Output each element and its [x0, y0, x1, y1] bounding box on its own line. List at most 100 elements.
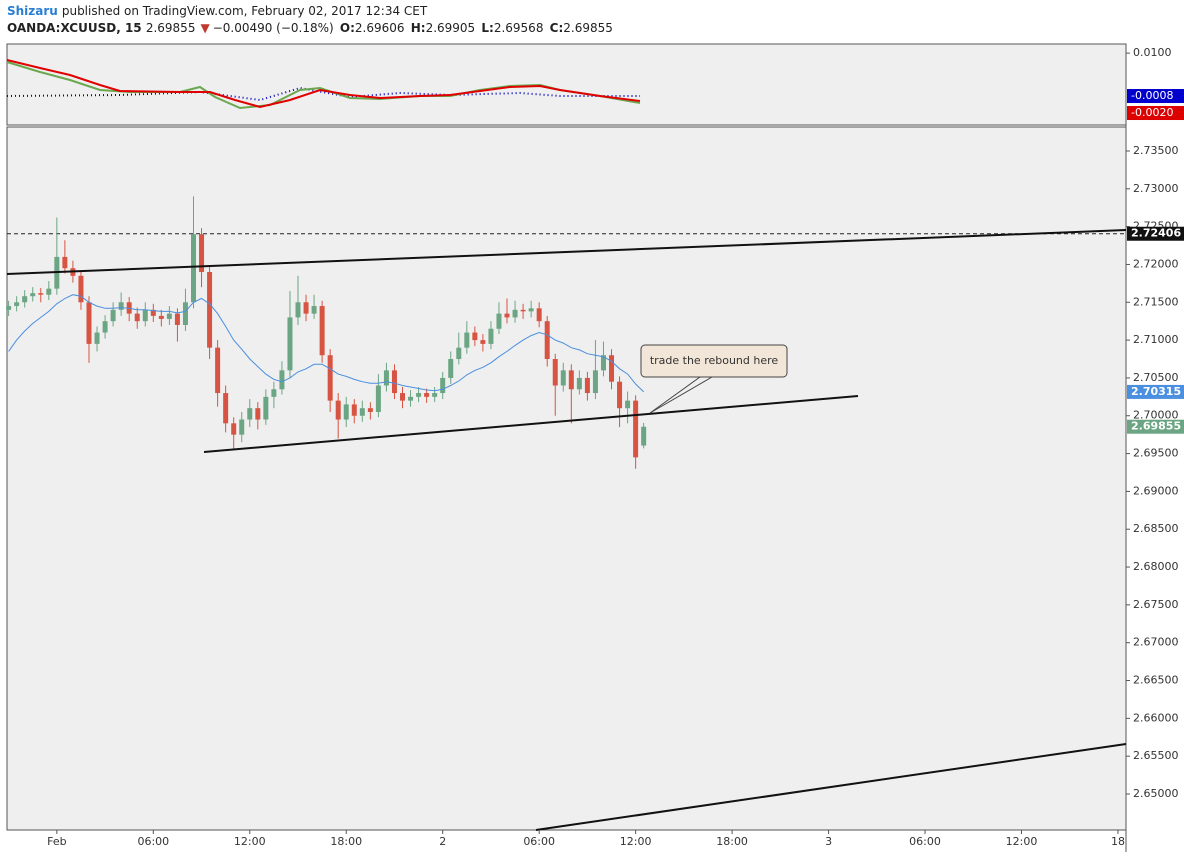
down-arrow: ▼ — [200, 21, 210, 35]
candle-body — [625, 400, 631, 409]
candle-body — [383, 370, 389, 386]
candle-body — [62, 256, 68, 269]
candle-body — [158, 315, 164, 319]
candle-body — [174, 313, 180, 325]
candle-body — [400, 393, 406, 401]
candle-body — [30, 293, 36, 297]
x-tick-label: 06:00 — [523, 835, 555, 848]
candle-body — [150, 309, 156, 316]
candle-body — [367, 408, 373, 412]
candle-body — [6, 306, 12, 310]
candle-body — [118, 302, 124, 310]
indicator-pane — [6, 43, 1127, 126]
close-value-box — [1127, 419, 1184, 434]
symbol: OANDA:XCUUSD, 15 — [7, 21, 142, 35]
moving-average — [8, 294, 645, 393]
candle-body — [512, 309, 518, 318]
y-tick-label: 2.65500 — [1133, 749, 1179, 762]
candle-body — [271, 389, 277, 397]
candle-body — [552, 359, 558, 386]
candle-body — [134, 313, 140, 322]
candle-body — [480, 340, 486, 344]
candle-body — [544, 321, 550, 360]
candle-body — [359, 408, 365, 416]
callout-pointer — [649, 376, 701, 414]
candle-body — [520, 309, 526, 312]
candle-body — [166, 313, 172, 319]
l-label: L: — [481, 21, 494, 35]
candle-body — [46, 288, 52, 295]
y-tick-label: 2.69500 — [1133, 447, 1179, 460]
x-tick-label: 12:00 — [620, 835, 652, 848]
y-tick-label: 2.73000 — [1133, 182, 1179, 195]
y-tick-label: 2.70000 — [1133, 409, 1179, 422]
callout: trade the rebound here — [640, 344, 788, 414]
candle-body — [142, 309, 148, 322]
candle-body — [319, 306, 325, 356]
y-tick-label: 2.65000 — [1133, 787, 1179, 800]
high: 2.69905 — [425, 21, 476, 35]
ma-value-label: 2.70315 — [1131, 385, 1181, 398]
trend-line-upper — [6, 229, 1127, 275]
y-tick-label: 2.67500 — [1133, 598, 1179, 611]
candle-body — [14, 302, 20, 307]
candle-body — [536, 308, 542, 322]
x-tick-label: 3 — [825, 835, 832, 848]
y-tick-label: 2.69000 — [1133, 484, 1179, 497]
candle-body — [182, 302, 188, 325]
candle-body — [568, 370, 574, 390]
candle-body — [86, 302, 92, 344]
candle-body — [102, 321, 108, 333]
x-tick-label: 18:00 — [330, 835, 362, 848]
candle-body — [440, 377, 446, 394]
candle-body — [600, 355, 606, 371]
candle-body — [311, 306, 317, 314]
header-line-2: OANDA:XCUUSD, 15 2.69855 ▼ −0.00490 (−0.18… — [7, 20, 615, 37]
candle-body — [191, 234, 196, 303]
indicator-value-label: -0.0008 — [1131, 89, 1173, 102]
candle-body — [424, 393, 430, 397]
candle-body — [327, 355, 333, 401]
published: published on TradingView.com, February 0… — [61, 4, 428, 18]
candle-body — [287, 317, 293, 371]
author[interactable]: Shizaru — [7, 4, 58, 18]
candle-body — [560, 370, 566, 386]
h-label: H: — [410, 21, 426, 35]
candle-body — [239, 419, 245, 435]
x-tick-label: 12:00 — [1006, 835, 1038, 848]
candle-body — [375, 385, 381, 412]
ma-value-box — [1127, 384, 1184, 399]
candle-body — [279, 370, 285, 390]
x-tick-label: 18:00 — [716, 835, 748, 848]
candle-body — [504, 313, 510, 318]
indicator-lines — [6, 59, 641, 110]
trend-line-support — [203, 395, 859, 453]
y-tick-label: 2.72000 — [1133, 257, 1179, 270]
candle-body — [263, 396, 269, 420]
candle-body — [633, 400, 639, 458]
candle-body — [351, 404, 357, 416]
candle-body — [199, 234, 205, 273]
candle-body — [592, 370, 598, 394]
candle-body — [617, 381, 623, 409]
candle-body — [247, 408, 253, 420]
o-label: O: — [339, 21, 355, 35]
candle-body — [456, 347, 462, 360]
indicator-value-label: -0.0020 — [1131, 106, 1173, 119]
candle-body — [391, 370, 397, 394]
x-tick-label: Feb — [47, 835, 66, 848]
trend-line-lower — [535, 743, 1127, 831]
candle-body — [78, 275, 84, 303]
callout-box — [640, 344, 788, 378]
open: 2.69606 — [354, 21, 405, 35]
y-tick-label: 2.68000 — [1133, 560, 1179, 573]
candle-body — [223, 393, 229, 424]
y-tick-label: 2.70500 — [1133, 371, 1179, 384]
price-line-label: 2.72406 — [1131, 227, 1181, 240]
candle-body — [207, 272, 213, 348]
candle-body — [110, 309, 116, 322]
candle-body — [496, 313, 502, 329]
candle-body — [408, 396, 414, 401]
